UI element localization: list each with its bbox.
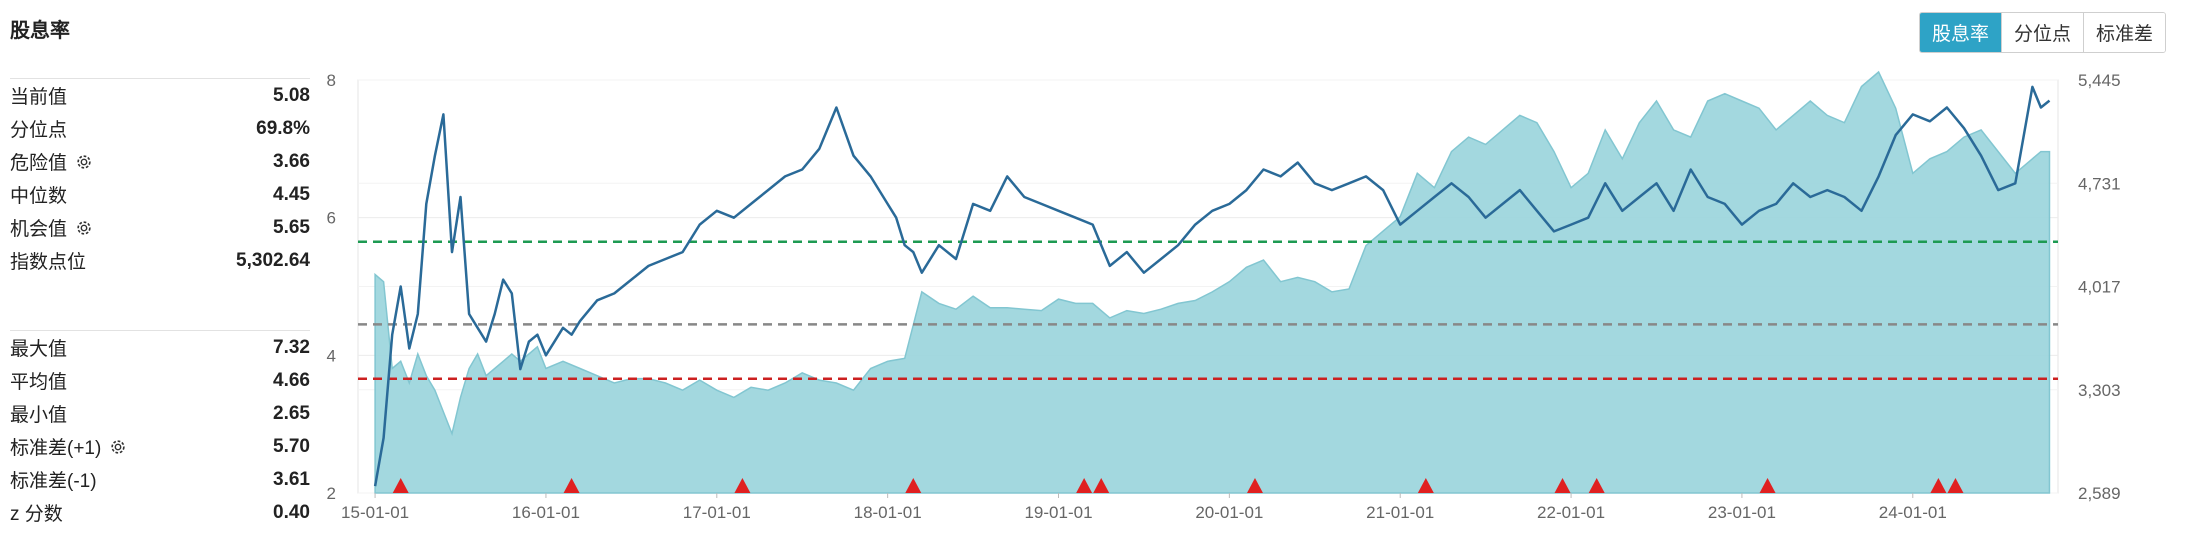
stat-median: 中位数 4.45 bbox=[10, 178, 310, 211]
page-title: 股息率 bbox=[10, 20, 70, 42]
stat-value: 5,302.64 bbox=[236, 249, 310, 271]
stat-danger: 危险值 3.66 bbox=[10, 145, 310, 178]
y-left-tick-label: 2 bbox=[327, 484, 336, 503]
stat-percentile: 分位点 69.8% bbox=[10, 112, 310, 145]
event-marker bbox=[905, 478, 922, 493]
stat-label: z 分数 bbox=[10, 504, 63, 525]
stat-value: 4.45 bbox=[273, 183, 310, 205]
stat-opportunity: 机会值 5.65 bbox=[10, 211, 310, 244]
x-tick-label: 23-01-01 bbox=[1708, 503, 1776, 522]
stat-label: 平均值 bbox=[10, 372, 68, 393]
stat-label: 中位数 bbox=[10, 186, 68, 207]
stat-label-wrap: 标准差(+1) bbox=[10, 433, 127, 460]
stat-label: 标准差(-1) bbox=[10, 471, 97, 492]
stat-value: 3.66 bbox=[273, 150, 310, 172]
x-tick-label: 24-01-01 bbox=[1879, 503, 1947, 522]
event-marker bbox=[1947, 478, 1964, 493]
event-marker bbox=[1930, 478, 1947, 493]
stat-value: 69.8% bbox=[256, 117, 310, 139]
stat-label: 机会值 bbox=[10, 219, 68, 240]
metric-tabs: 股息率 分位点 标准差 bbox=[1918, 12, 2166, 53]
gear-icon[interactable] bbox=[75, 219, 93, 237]
index-level-area bbox=[374, 70, 2051, 494]
event-marker bbox=[734, 478, 751, 493]
stats-panel-top: 当前值 5.08 分位点 69.8% 危险值 3.66 中位数 4.45 机会值 5.… bbox=[10, 78, 310, 277]
y-left-tick-label: 8 bbox=[327, 71, 336, 90]
stats-panel-bottom: 最大值 7.32 平均值 4.66 最小值 2.65 标准差(+1) 5.70 标准差… bbox=[10, 330, 310, 529]
x-tick-label: 16-01-01 bbox=[512, 503, 580, 522]
x-tick-label: 21-01-01 bbox=[1366, 503, 1434, 522]
x-tick-label: 17-01-01 bbox=[683, 503, 751, 522]
stat-value: 0.40 bbox=[273, 501, 310, 523]
gear-icon[interactable] bbox=[109, 438, 127, 456]
stat-label-wrap: 危险值 bbox=[10, 148, 93, 175]
stat-std-plus: 标准差(+1) 5.70 bbox=[10, 430, 310, 463]
dividend-yield-line bbox=[373, 85, 2051, 487]
stat-value: 2.65 bbox=[273, 402, 310, 424]
event-marker bbox=[392, 478, 409, 493]
stat-label: 危险值 bbox=[10, 153, 68, 174]
stat-label: 分位点 bbox=[10, 120, 68, 141]
event-marker bbox=[1246, 478, 1263, 493]
y-right-tick-label: 5,445 bbox=[2078, 71, 2121, 90]
stat-mean: 平均值 4.66 bbox=[10, 364, 310, 397]
event-marker bbox=[1093, 478, 1110, 493]
stat-label: 最大值 bbox=[10, 339, 68, 360]
stat-value: 5.70 bbox=[273, 435, 310, 457]
event-marker bbox=[1759, 478, 1776, 493]
x-tick-label: 15-01-01 bbox=[341, 503, 409, 522]
tab-dividend-yield[interactable]: 股息率 bbox=[1919, 13, 2001, 52]
gear-icon[interactable] bbox=[75, 153, 93, 171]
stat-value: 3.61 bbox=[273, 468, 310, 490]
y-left-tick-label: 6 bbox=[327, 209, 336, 228]
stat-value: 4.66 bbox=[273, 369, 310, 391]
stat-label: 指数点位 bbox=[10, 252, 87, 273]
y-right-tick-label: 2,589 bbox=[2078, 484, 2121, 503]
x-tick-label: 18-01-01 bbox=[854, 503, 922, 522]
x-tick-label: 22-01-01 bbox=[1537, 503, 1605, 522]
stat-value: 7.32 bbox=[273, 336, 310, 358]
x-tick-label: 20-01-01 bbox=[1195, 503, 1263, 522]
stat-label-wrap: 机会值 bbox=[10, 214, 93, 241]
stat-label: 最小值 bbox=[10, 405, 68, 426]
stat-z-score: z 分数 0.40 bbox=[10, 496, 310, 529]
y-right-tick-label: 4,017 bbox=[2078, 278, 2121, 297]
x-tick-label: 19-01-01 bbox=[1024, 503, 1092, 522]
stat-index-level: 指数点位 5,302.64 bbox=[10, 244, 310, 277]
tab-percentile[interactable]: 分位点 bbox=[2000, 13, 2083, 52]
y-left-tick-label: 4 bbox=[327, 346, 336, 365]
y-right-tick-label: 4,731 bbox=[2078, 174, 2121, 193]
event-marker bbox=[1076, 478, 1093, 493]
stat-label: 当前值 bbox=[10, 87, 68, 108]
stat-max: 最大值 7.32 bbox=[10, 331, 310, 364]
stat-label: 标准差(+1) bbox=[10, 438, 102, 459]
y-right-tick-label: 3,303 bbox=[2078, 381, 2121, 400]
stat-std-minus: 标准差(-1) 3.61 bbox=[10, 463, 310, 496]
stat-value: 5.65 bbox=[273, 216, 310, 238]
stat-min: 最小值 2.65 bbox=[10, 397, 310, 430]
stat-current: 当前值 5.08 bbox=[10, 79, 310, 112]
event-marker bbox=[1417, 478, 1434, 493]
event-marker bbox=[563, 478, 580, 493]
event-marker bbox=[1554, 478, 1571, 493]
event-marker bbox=[1588, 478, 1605, 493]
tab-std-dev[interactable]: 标准差 bbox=[2082, 13, 2165, 52]
stat-value: 5.08 bbox=[273, 84, 310, 106]
